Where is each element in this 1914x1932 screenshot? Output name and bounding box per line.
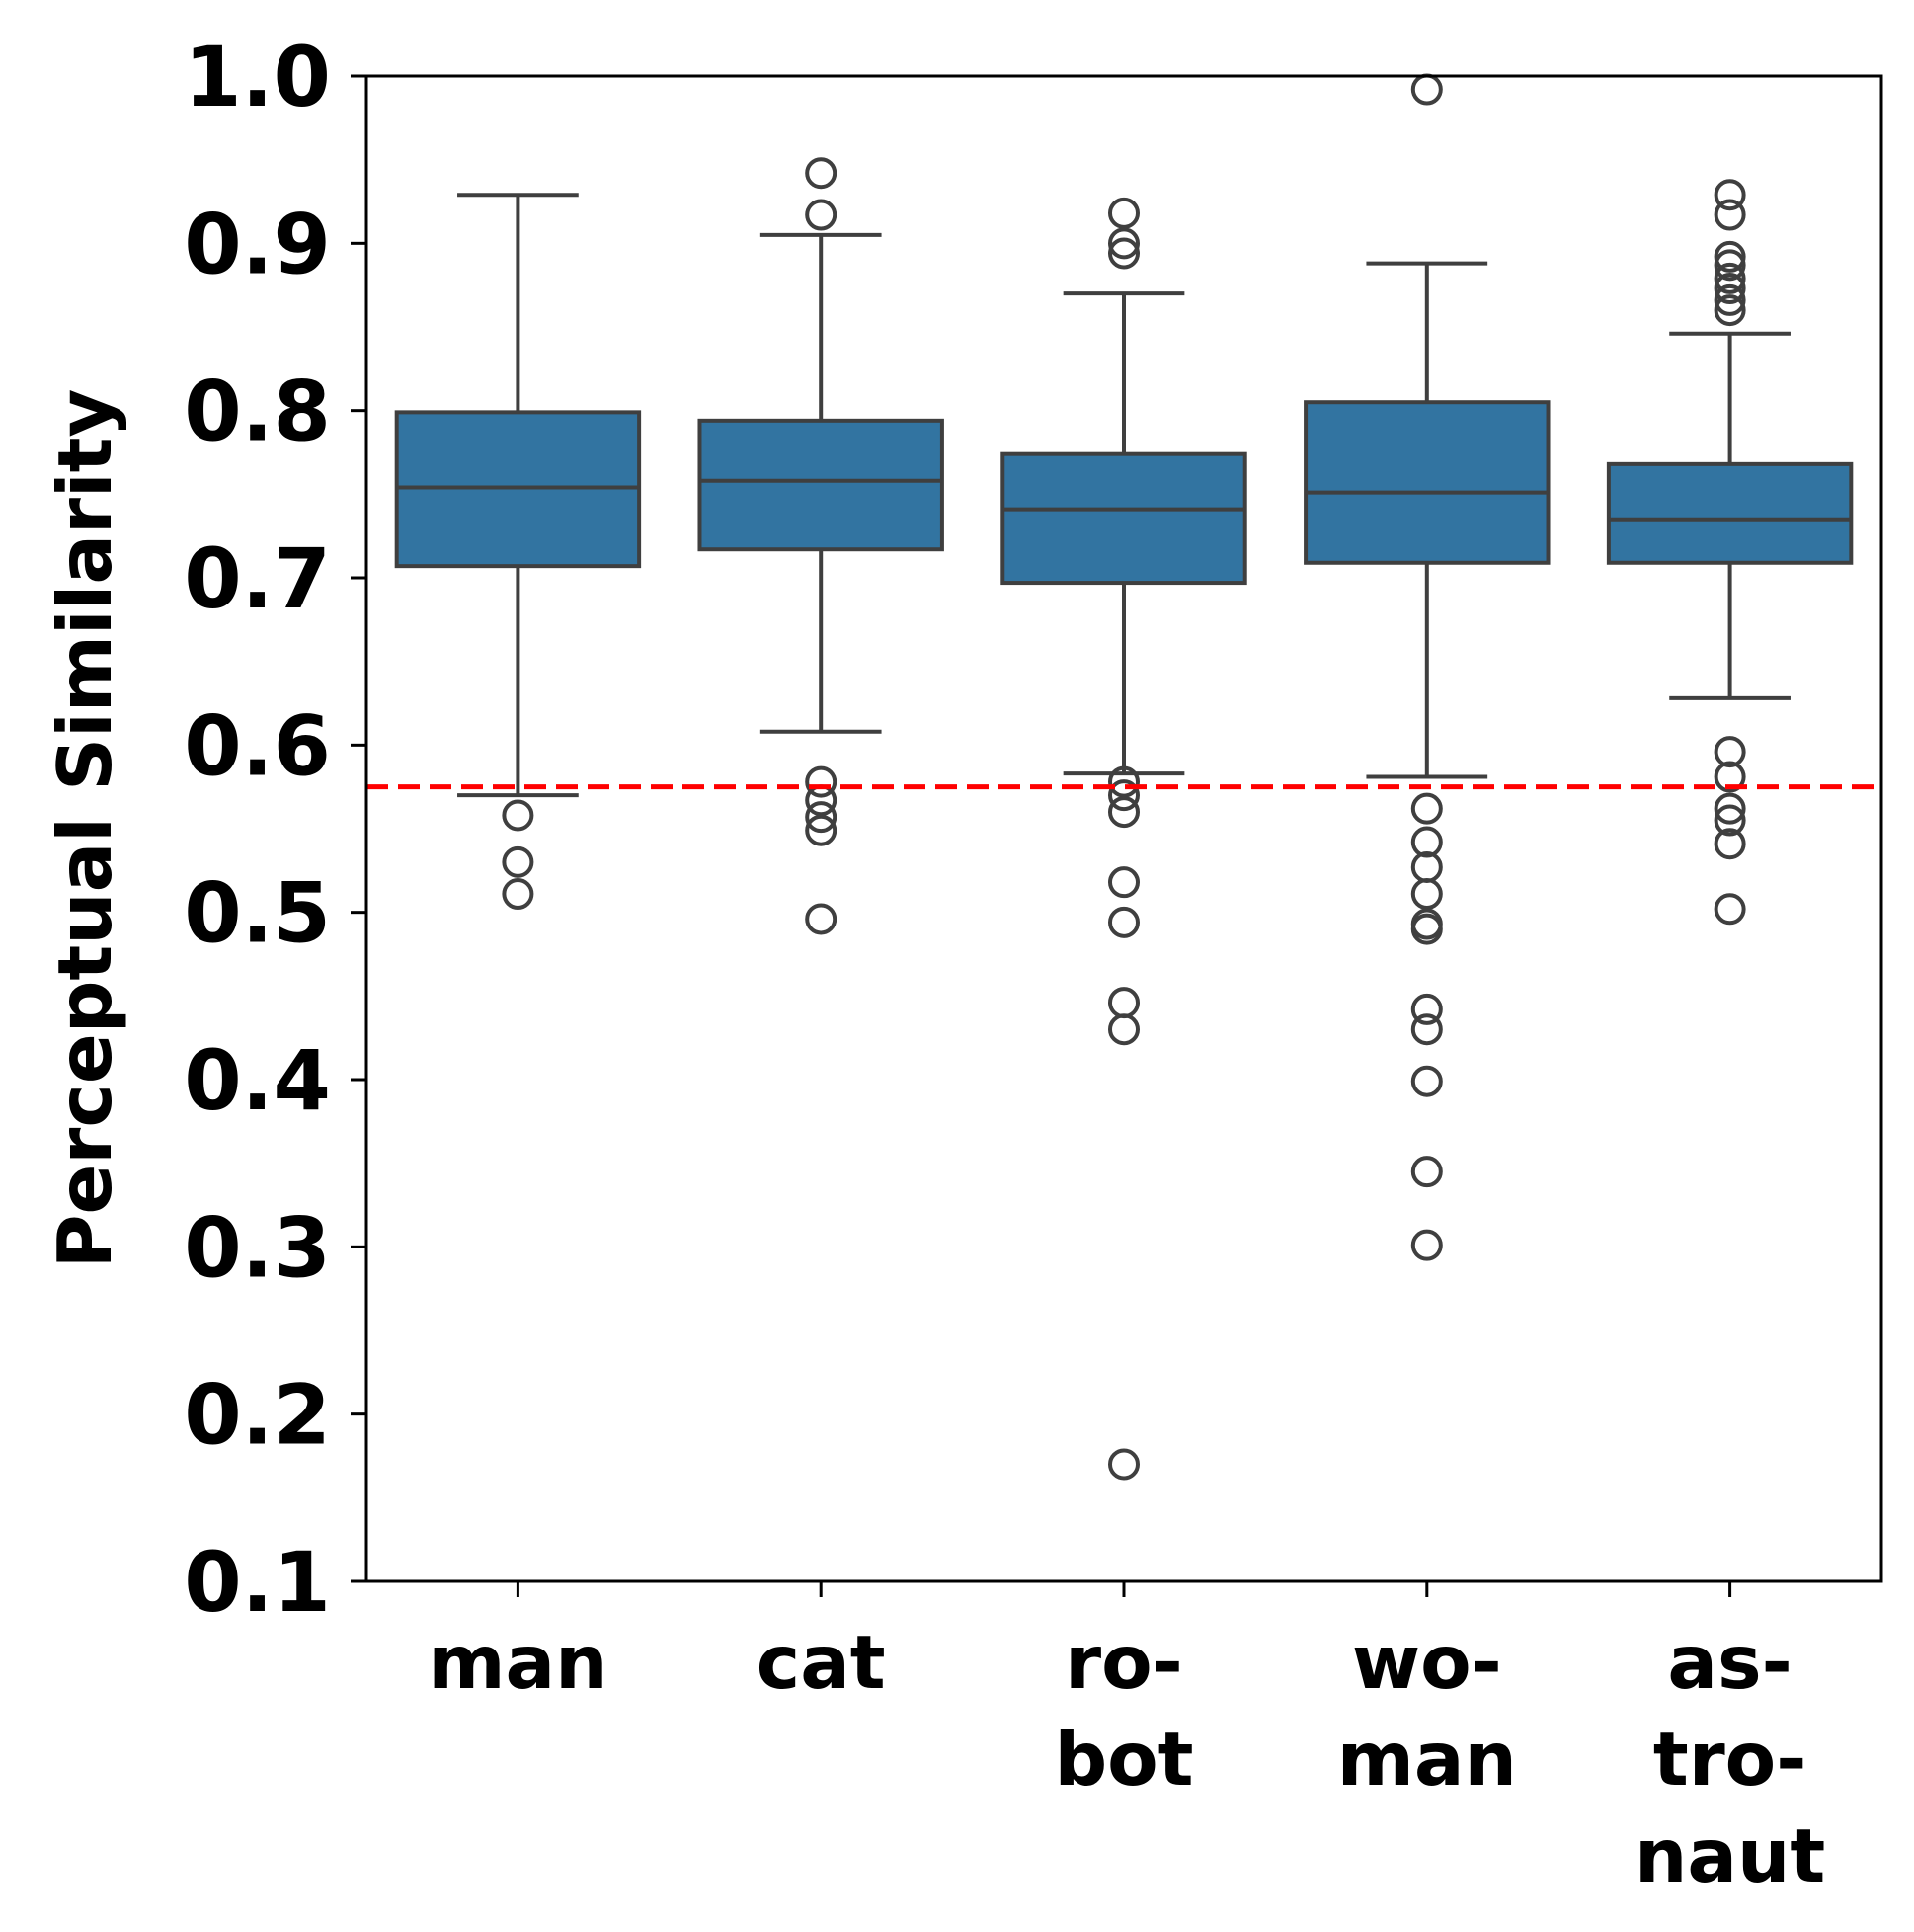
x-tick-label-line: naut — [1635, 1812, 1825, 1899]
y-tick-label: 0.9 — [184, 196, 331, 292]
outlier-point — [1108, 227, 1140, 260]
box-group-man — [394, 193, 642, 911]
box-iqr — [1000, 451, 1247, 586]
outlier-point — [1108, 765, 1140, 798]
outlier-point — [1410, 826, 1443, 858]
outlier-point — [502, 845, 534, 878]
outlier-point — [1714, 792, 1746, 825]
box-group-woman — [1304, 73, 1551, 1261]
box-iqr — [697, 418, 944, 552]
x-tick-label-line: man — [1337, 1716, 1517, 1803]
outlier-point — [1714, 283, 1746, 316]
x-tick-label: wo-man — [1337, 1619, 1517, 1803]
box-iqr — [1304, 400, 1551, 565]
y-axis-title: Perceptual Similarity — [41, 389, 128, 1269]
outlier-point — [1714, 199, 1746, 231]
outlier-point — [805, 765, 837, 798]
outlier-point — [1410, 993, 1443, 1025]
x-tick-label-line: cat — [757, 1619, 886, 1706]
box-group-cat — [697, 157, 944, 935]
y-tick-label: 0.3 — [184, 1199, 331, 1296]
outlier-point — [1714, 736, 1746, 768]
outlier-point — [1714, 179, 1746, 211]
outlier-point — [805, 199, 837, 231]
outlier-point — [1714, 262, 1746, 294]
outlier-point — [1108, 866, 1140, 899]
outlier-point — [1714, 828, 1746, 860]
y-axis: 0.1 0.2 0.3 0.4 0.5 0.6 0.7 0.8 0.9 1.0 — [184, 29, 366, 1631]
outlier-point — [1108, 197, 1140, 229]
outlier-point — [1410, 1065, 1443, 1097]
y-tick-label: 0.4 — [184, 1032, 331, 1129]
outlier-point — [1108, 237, 1140, 270]
y-tick-label: 0.6 — [184, 697, 331, 794]
box-iqr — [1606, 461, 1854, 565]
x-tick-label-line: ro- — [1065, 1619, 1183, 1706]
outlier-point — [502, 878, 534, 911]
outlier-point — [1410, 1156, 1443, 1188]
outlier-point — [1108, 906, 1140, 938]
x-axis: man cat ro-bot wo-man as-tro-naut — [428, 1581, 1825, 1899]
y-tick-label: 0.7 — [184, 530, 331, 627]
x-tick-label-line: as- — [1667, 1619, 1792, 1706]
y-tick-label: 0.5 — [184, 865, 331, 962]
box-series — [394, 73, 1854, 1481]
outlier-point — [1714, 761, 1746, 793]
box-group-robot — [1000, 197, 1247, 1481]
y-tick-label: 0.1 — [184, 1534, 331, 1631]
outlier-point — [1108, 1013, 1140, 1046]
outlier-point — [1714, 273, 1746, 305]
outlier-point — [1714, 249, 1746, 282]
outlier-point — [1714, 294, 1746, 327]
x-tick-label: man — [428, 1619, 607, 1706]
x-tick-label-line: bot — [1054, 1716, 1193, 1803]
box-group-astronaut — [1606, 179, 1854, 926]
outlier-point — [1108, 779, 1140, 812]
x-tick-label: ro-bot — [1054, 1619, 1193, 1803]
outlier-point — [1410, 878, 1443, 911]
x-tick-label-line: wo- — [1352, 1619, 1502, 1706]
outlier-point — [1714, 893, 1746, 926]
outlier-point — [1410, 913, 1443, 945]
y-tick-label: 0.8 — [184, 363, 331, 460]
outlier-point — [805, 157, 837, 190]
outlier-point — [805, 801, 837, 834]
outlier-point — [1410, 792, 1443, 825]
outlier-point — [805, 903, 837, 935]
outlier-point — [1410, 1013, 1443, 1046]
y-tick-label: 0.2 — [184, 1367, 331, 1464]
outlier-point — [1714, 240, 1746, 273]
outlier-point — [1108, 796, 1140, 829]
x-tick-label: cat — [757, 1619, 886, 1706]
x-tick-label-line: tro- — [1653, 1716, 1807, 1803]
outlier-point — [1410, 1229, 1443, 1261]
x-tick-label: as-tro-naut — [1635, 1619, 1825, 1899]
outlier-point — [1108, 1448, 1140, 1481]
y-tick-label: 1.0 — [184, 29, 331, 125]
outlier-point — [1714, 804, 1746, 837]
outlier-point — [502, 799, 534, 832]
x-tick-label-line: man — [428, 1619, 607, 1706]
outlier-point — [805, 814, 837, 846]
